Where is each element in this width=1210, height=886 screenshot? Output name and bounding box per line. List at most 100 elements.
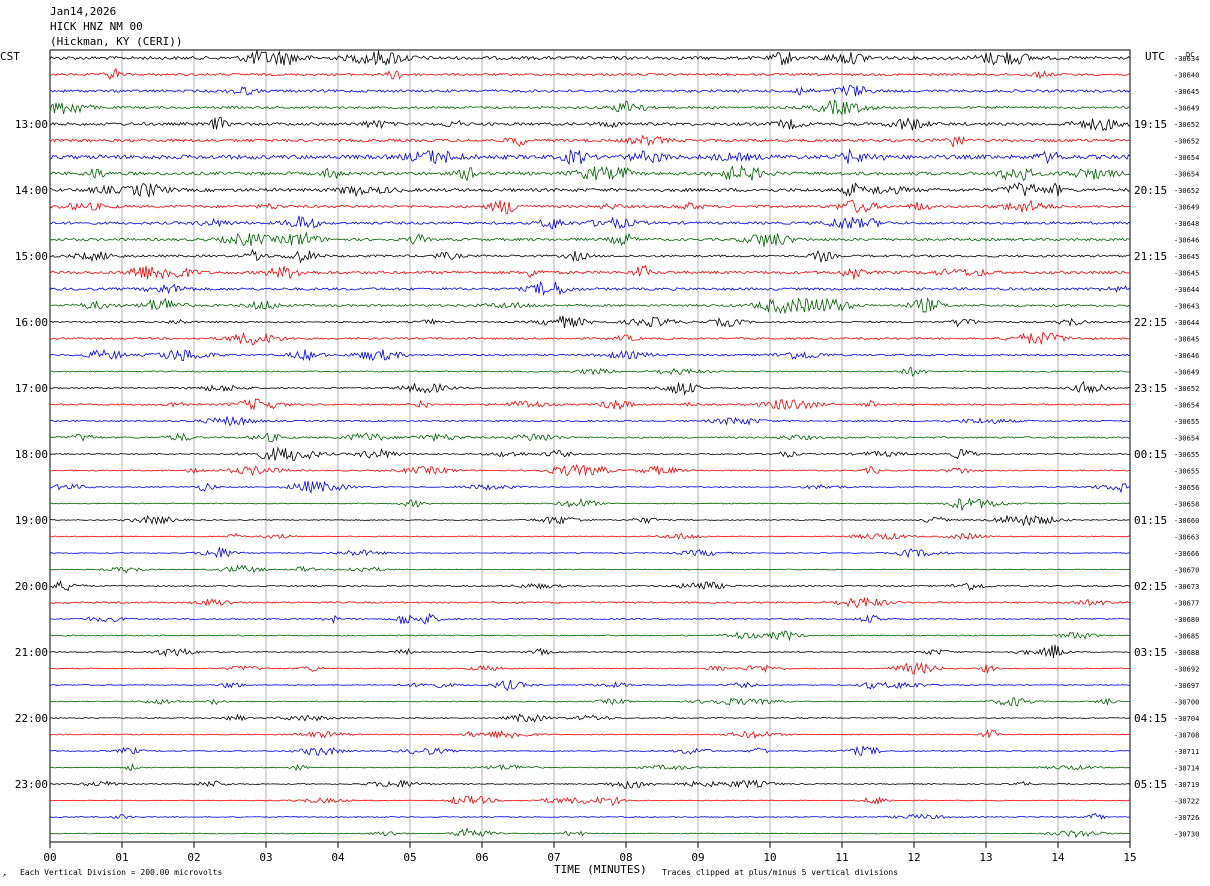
trace-6: [49, 134, 1131, 148]
right-timezone-label: UTC: [1145, 50, 1165, 63]
left-hour-label: 16:00: [15, 316, 48, 329]
trace-32: [49, 564, 1131, 574]
dc-offset-label: -30646: [1174, 237, 1199, 245]
trace-10: [49, 199, 1131, 214]
trace-35: [49, 612, 1131, 625]
trace-11: [49, 215, 1131, 230]
right-hour-label: 19:15: [1134, 118, 1167, 131]
trace-12: [49, 231, 1131, 247]
dc-offset-label: -30722: [1174, 798, 1199, 806]
trace-47: [49, 813, 1131, 820]
right-hour-label: 01:15: [1134, 514, 1167, 527]
dc-header-label: DC: [1186, 51, 1194, 59]
dc-offset-label: -30645: [1174, 88, 1199, 96]
trace-2: [49, 67, 1131, 80]
trace-36: [49, 630, 1130, 642]
header-station: HICK HNZ NM 00: [50, 20, 143, 33]
dc-offset-label: -30692: [1174, 666, 1199, 674]
trace-25: [49, 446, 1131, 461]
footer-marker-icon: ↗: [2, 871, 6, 879]
right-hour-labels: 19:15 20:15 21:15 22:15 23:15 00:15 01:15 02:15…: [1134, 118, 1167, 791]
trace-30: [49, 532, 1131, 541]
x-axis-ticks: 00 01 02 03 04 05 06 07 08 09 10 11 12 13 14 15: [43, 842, 1137, 864]
dc-offset-label: -30634: [1174, 55, 1199, 63]
trace-48: [49, 827, 1131, 839]
dc-offset-label: -30654: [1174, 154, 1199, 162]
right-hour-label: 03:15: [1134, 646, 1167, 659]
dc-offset-label: -30666: [1174, 550, 1199, 558]
trace-9: [49, 182, 1131, 199]
dc-offset-label: -30652: [1174, 121, 1199, 129]
header-date: Jan14,2026: [50, 5, 116, 18]
trace-45: [49, 778, 1131, 789]
dc-offset-label: -30658: [1174, 501, 1199, 509]
dc-offset-label: -30645: [1174, 336, 1199, 344]
footer-scale-note: Each Vertical Division = 200.00 microvol…: [20, 868, 222, 877]
left-hour-label: 17:00: [15, 382, 48, 395]
trace-46: [49, 795, 1131, 807]
left-timezone-label: CST: [0, 50, 20, 63]
dc-offset-label: -30649: [1174, 204, 1199, 212]
trace-14: [49, 264, 1131, 280]
trace-44: [49, 762, 1131, 772]
left-hour-label: 18:00: [15, 448, 48, 461]
x-axis-title: TIME (MINUTES): [554, 863, 647, 876]
trace-4: [49, 99, 1131, 116]
left-hour-label: 19:00: [15, 514, 48, 527]
trace-18: [49, 331, 1131, 346]
trace-39: [49, 679, 1130, 692]
x-tick-label-07: 07: [547, 851, 560, 864]
plot-frame: [49, 49, 1131, 843]
dc-offset-label: -30704: [1174, 715, 1199, 723]
dc-offset-label: -30711: [1174, 748, 1199, 756]
trace-17: [49, 315, 1131, 328]
trace-22: [49, 398, 1131, 411]
trace-23: [49, 416, 1131, 427]
trace-38: [49, 661, 1131, 675]
x-tick-label-05: 05: [403, 851, 416, 864]
right-hour-label: 23:15: [1134, 382, 1167, 395]
dc-offset-label: -30719: [1174, 781, 1199, 789]
dc-offset-labels: -30634 -30640 -30645 -30649 -30652 -30652 -306…: [1174, 55, 1199, 839]
seismic-traces: [49, 50, 1131, 839]
trace-40: [49, 697, 1131, 707]
footer-clip-note: Traces clipped at plus/minus 5 vertical …: [662, 868, 898, 877]
trace-24: [49, 432, 1131, 443]
trace-37: [49, 644, 1130, 658]
x-tick-label-00: 00: [43, 851, 56, 864]
dc-offset-label: -30645: [1174, 270, 1199, 278]
dc-offset-label: -30660: [1174, 517, 1199, 525]
trace-33: [49, 580, 1131, 592]
x-tick-label-10: 10: [763, 851, 776, 864]
dc-offset-label: -30673: [1174, 583, 1199, 591]
left-hour-label: 13:00: [15, 118, 48, 131]
dc-offset-label: -30655: [1174, 451, 1199, 459]
trace-8: [49, 164, 1131, 182]
x-tick-label-08: 08: [619, 851, 632, 864]
x-tick-label-04: 04: [331, 851, 345, 864]
dc-offset-label: -30685: [1174, 633, 1199, 641]
trace-27: [49, 480, 1131, 495]
vertical-grid: [121, 50, 1059, 842]
left-hour-labels: 13:00 14:00 15:00 16:00 17:00 18:00 19:00 20:00…: [15, 118, 48, 791]
trace-21: [49, 380, 1131, 396]
left-hour-label: 23:00: [15, 778, 48, 791]
trace-26: [49, 463, 1131, 477]
right-hour-label: 04:15: [1134, 712, 1167, 725]
dc-offset-label: -30652: [1174, 138, 1199, 146]
dc-offset-label: -30697: [1174, 682, 1199, 690]
right-hour-label: 00:15: [1134, 448, 1167, 461]
dc-offset-label: -30663: [1174, 534, 1199, 542]
right-hour-label: 02:15: [1134, 580, 1167, 593]
trace-41: [49, 713, 1131, 723]
dc-offset-label: -30708: [1174, 732, 1199, 740]
x-tick-label-09: 09: [691, 851, 704, 864]
x-tick-label-13: 13: [979, 851, 992, 864]
dc-offset-label: -30640: [1174, 72, 1199, 80]
dc-offset-label: -30677: [1174, 600, 1199, 608]
trace-28: [49, 497, 1131, 511]
left-hour-label: 15:00: [15, 250, 48, 263]
trace-31: [49, 546, 1131, 559]
trace-7: [49, 148, 1131, 166]
